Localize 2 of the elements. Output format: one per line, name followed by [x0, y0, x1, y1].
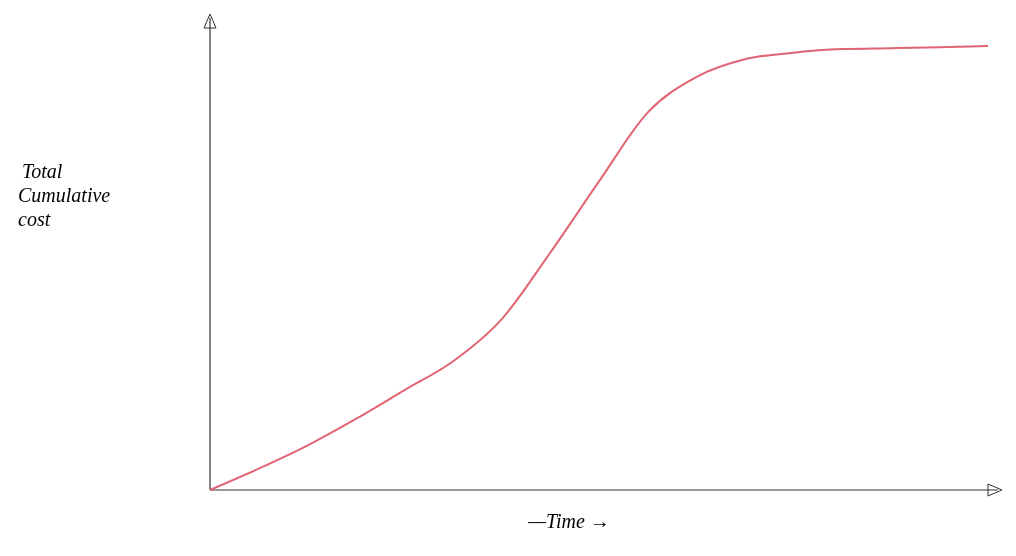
y-axis-title: Total Cumulative cost — [18, 160, 111, 230]
x-axis-title: —Time → — [527, 510, 610, 532]
